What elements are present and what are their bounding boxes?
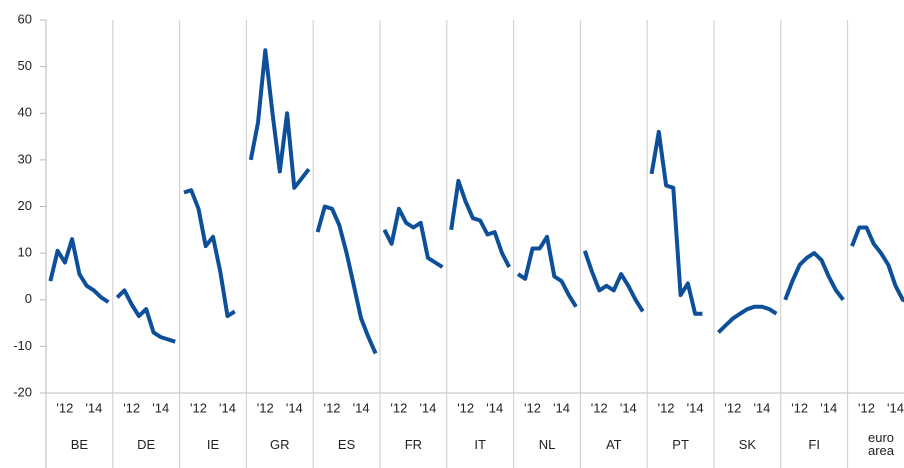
x-tick-label: '12: [724, 400, 741, 415]
y-tick-label: 30: [18, 151, 32, 166]
y-tick-label: 40: [18, 105, 32, 120]
y-tick-label: 60: [18, 11, 32, 26]
x-tick-label: '14: [85, 400, 102, 415]
y-tick-label: 0: [25, 291, 32, 306]
x-tick-label: '12: [791, 400, 808, 415]
line: [717, 304, 778, 334]
line: [183, 188, 236, 319]
y-tick-label: 10: [18, 245, 32, 260]
line: [783, 251, 845, 302]
panel-label: ES: [337, 437, 356, 452]
line: [449, 178, 511, 269]
y-tick-label: -10: [13, 338, 32, 353]
x-tick-label: '14: [353, 400, 370, 415]
panel-label: IE: [206, 437, 220, 452]
panel-label: BE: [70, 437, 89, 452]
x-tick-label: '14: [486, 400, 503, 415]
x-tick-label: '12: [524, 400, 541, 415]
x-tick-label: '14: [553, 400, 570, 415]
x-tick-label: '12: [190, 400, 207, 415]
line: [516, 234, 578, 308]
panel-label: IT: [474, 437, 486, 452]
line: [315, 204, 378, 355]
y-tick-label: -20: [13, 384, 32, 399]
panel-label: SK: [738, 437, 757, 452]
line: [115, 288, 176, 344]
x-tick-label: '12: [123, 400, 140, 415]
x-tick-label: '12: [257, 400, 274, 415]
panel-label: PT: [672, 437, 689, 452]
x-tick-label: '14: [753, 400, 770, 415]
x-tick-label: '12: [390, 400, 407, 415]
line: [850, 225, 904, 303]
x-tick-label: '14: [419, 400, 436, 415]
panel-label: NL: [538, 437, 556, 452]
y-tick-label: 20: [18, 198, 32, 213]
x-tick-label: '14: [820, 400, 837, 415]
x-tick-label: '12: [658, 400, 675, 415]
x-tick-label: '12: [324, 400, 341, 415]
panel-label: FI: [808, 437, 820, 452]
x-tick-label: '14: [620, 400, 637, 415]
panel-label: euro area: [867, 430, 895, 458]
x-tick-label: '12: [858, 400, 875, 415]
panel-label: GR: [270, 437, 290, 452]
x-tick-label: '14: [219, 400, 236, 415]
line: [582, 250, 645, 313]
line: [382, 206, 444, 269]
panel-label: AT: [605, 437, 622, 452]
x-tick-label: '14: [687, 400, 704, 415]
x-tick-label: '12: [591, 400, 608, 415]
panel-label: FR: [404, 437, 423, 452]
x-tick-label: '12: [457, 400, 474, 415]
x-tick-label: '12: [56, 400, 73, 415]
line: [48, 237, 110, 304]
panel-label: DE: [137, 437, 156, 452]
x-tick-label: '14: [152, 400, 169, 415]
line: [248, 48, 311, 190]
x-tick-label: '14: [887, 400, 904, 415]
x-tick-label: '14: [286, 400, 303, 415]
line: [649, 129, 703, 316]
y-tick-label: 50: [18, 58, 32, 73]
